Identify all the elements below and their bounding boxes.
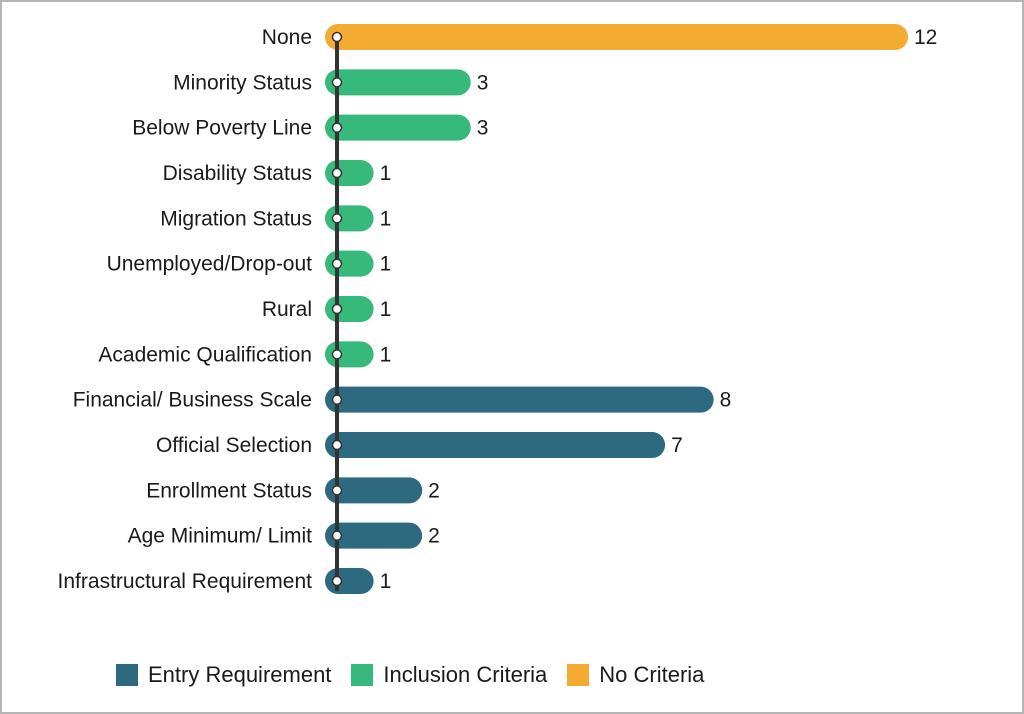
- legend-label-inclusion-criteria: Inclusion Criteria: [383, 662, 548, 687]
- category-label-migration-status: Migration Status: [160, 207, 312, 230]
- axis-marker-unemployed-drop-out: [331, 258, 343, 269]
- value-label-official-selection: 7: [671, 434, 683, 457]
- category-label-disability-status: Disability Status: [163, 162, 312, 185]
- category-label-infrastructural-requirement: Infrastructural Requirement: [58, 570, 313, 593]
- value-label-none: 12: [914, 26, 937, 49]
- axis-marker-official-selection: [331, 439, 343, 451]
- axis-marker-below-poverty-line: [331, 122, 343, 133]
- axis-marker-disability-status: [331, 167, 343, 179]
- category-label-unemployed-drop-out: Unemployed/Drop-out: [107, 253, 313, 276]
- axis-marker-age-minimum-limit: [331, 530, 343, 541]
- value-label-disability-status: 1: [380, 162, 392, 185]
- bar-minority-status: [325, 69, 471, 96]
- category-label-official-selection: Official Selection: [156, 434, 312, 457]
- legend-item-no-criteria: No Criteria: [567, 662, 704, 688]
- value-label-age-minimum-limit: 2: [428, 525, 440, 548]
- category-label-below-poverty-line: Below Poverty Line: [132, 117, 312, 140]
- legend-label-no-criteria: No Criteria: [599, 662, 705, 687]
- axis-marker-migration-status: [331, 213, 343, 224]
- value-label-enrollment-status: 2: [428, 479, 440, 502]
- bar-financial-business-scale: [325, 386, 714, 413]
- value-label-migration-status: 1: [380, 207, 392, 230]
- value-label-unemployed-drop-out: 1: [380, 253, 392, 276]
- axis-marker-none: [331, 31, 343, 43]
- legend-swatch-inclusion-criteria: [351, 664, 374, 686]
- bar-below-poverty-line: [325, 114, 471, 141]
- value-label-below-poverty-line: 3: [477, 117, 489, 140]
- legend-swatch-entry-requirement: [116, 664, 138, 686]
- category-label-financial-business-scale: Financial/ Business Scale: [73, 389, 312, 412]
- axis-marker-rural: [331, 303, 343, 315]
- category-label-minority-status: Minority Status: [173, 71, 312, 94]
- category-label-academic-qualification: Academic Qualification: [98, 343, 312, 366]
- bar-none: [325, 24, 908, 50]
- legend-label-entry-requirement: Entry Requirement: [148, 662, 332, 687]
- axis-marker-enrollment-status: [331, 485, 343, 496]
- bar-official-selection: [325, 432, 666, 458]
- value-label-rural: 1: [380, 298, 392, 321]
- value-label-infrastructural-requirement: 1: [380, 570, 392, 593]
- bar-enrollment-status: [325, 477, 423, 504]
- value-label-financial-business-scale: 8: [720, 389, 732, 412]
- legend-swatch-no-criteria: [567, 664, 590, 686]
- legend-item-inclusion-criteria: Inclusion Criteria: [351, 662, 547, 688]
- category-label-age-minimum-limit: Age Minimum/ Limit: [128, 525, 313, 548]
- legend: Entry Requirement Inclusion Criteria No …: [116, 662, 724, 688]
- axis-marker-minority-status: [331, 77, 343, 88]
- legend-item-entry-requirement: Entry Requirement: [116, 662, 331, 688]
- axis-marker-financial-business-scale: [331, 394, 343, 405]
- value-label-academic-qualification: 1: [380, 343, 392, 366]
- bar-age-minimum-limit: [325, 522, 423, 549]
- axis-marker-academic-qualification: [331, 349, 343, 360]
- value-label-minority-status: 3: [477, 71, 489, 94]
- category-label-enrollment-status: Enrollment Status: [146, 479, 312, 502]
- category-label-none: None: [262, 26, 312, 49]
- axis-marker-infrastructural-requirement: [331, 575, 343, 587]
- category-label-rural: Rural: [262, 298, 312, 321]
